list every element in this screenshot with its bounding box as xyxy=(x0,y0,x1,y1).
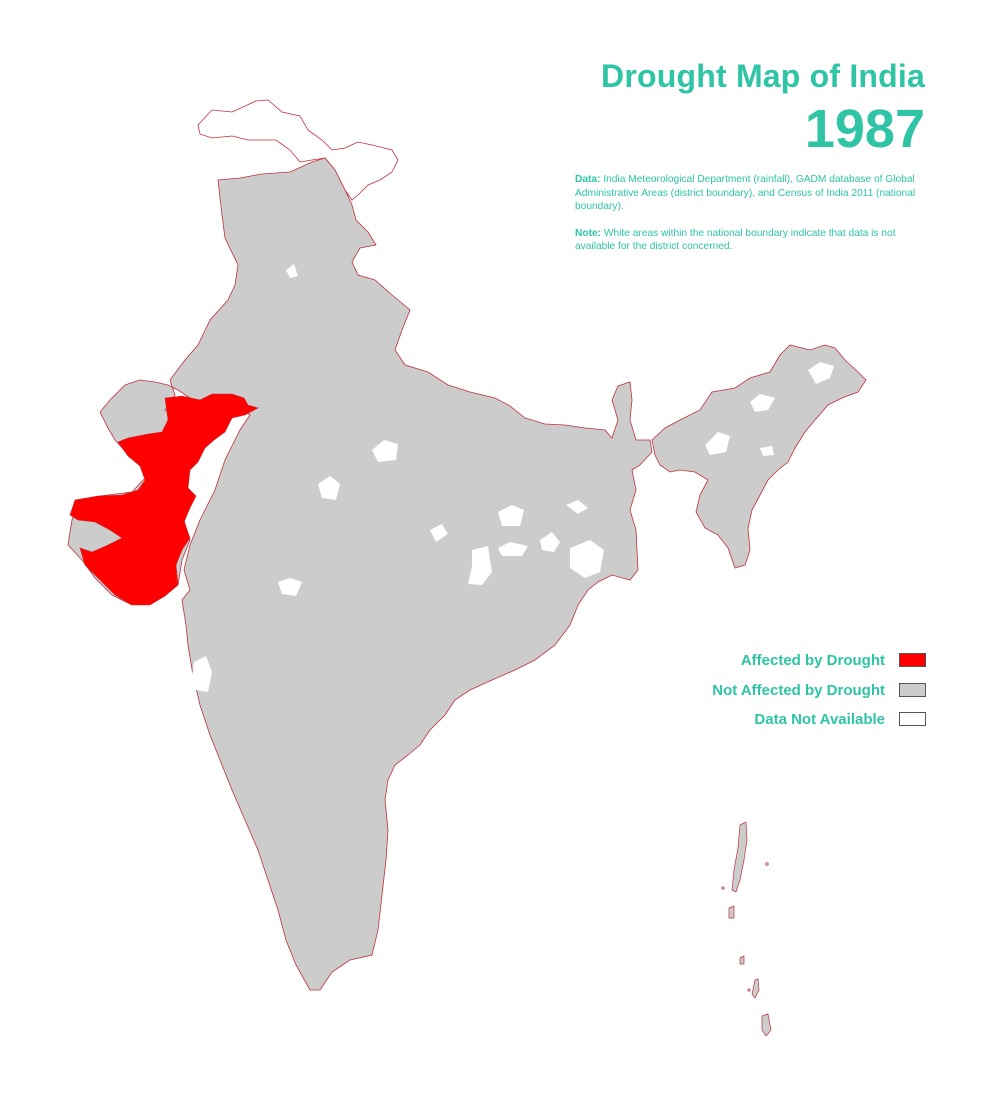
region-nodata-8 xyxy=(540,532,560,552)
legend-label-affected: Affected by Drought xyxy=(740,651,885,669)
data-text: India Meteorological Department (rainfal… xyxy=(575,174,916,212)
region-ne-nodata-4 xyxy=(760,446,774,456)
legend-item-no-data: Data Not Available xyxy=(754,710,926,728)
region-nodata-6 xyxy=(430,524,448,542)
region-ne-nodata-2 xyxy=(750,394,775,412)
region-andaman-nicobar xyxy=(721,821,772,1037)
region-nodata-12 xyxy=(192,656,212,692)
note-label: Note: xyxy=(575,227,602,239)
nodata-note: Note: White areas within the national bo… xyxy=(575,227,930,254)
region-kashmir xyxy=(197,99,399,201)
legend-swatch-no-data xyxy=(899,712,926,726)
legend-item-affected: Affected by Drought xyxy=(741,651,926,669)
region-nodata-3 xyxy=(318,476,340,500)
region-nodata-7 xyxy=(498,542,528,556)
source-notes: Data: India Meteorological Department (r… xyxy=(575,173,930,267)
region-northeast xyxy=(651,344,867,569)
region-ne-nodata-3 xyxy=(705,432,730,455)
legend-swatch-not-affected xyxy=(899,683,926,697)
data-label: Data: xyxy=(575,174,601,185)
region-nodata-4 xyxy=(498,505,524,526)
legend-label-not-affected: Not Affected by Drought xyxy=(712,681,885,699)
legend-item-not-affected: Not Affected by Drought xyxy=(712,681,926,699)
data-source-note: Data: India Meteorological Department (r… xyxy=(575,173,930,214)
region-nodata-9 xyxy=(468,546,492,585)
note-text: White areas within the national boundary… xyxy=(575,227,896,253)
region-nodata-11 xyxy=(278,578,302,596)
region-nodata-1 xyxy=(286,264,298,278)
region-nodata-5 xyxy=(566,500,588,514)
map-title: Drought Map of India xyxy=(601,58,925,94)
legend-swatch-affected xyxy=(899,653,926,667)
region-mainland xyxy=(67,157,653,991)
map-year: 1987 xyxy=(804,99,925,159)
legend-label-no-data: Data Not Available xyxy=(754,710,885,728)
region-nodata-2 xyxy=(372,440,398,462)
region-ne-nodata-1 xyxy=(808,362,834,384)
region-drought-affected xyxy=(69,393,259,606)
region-nodata-10 xyxy=(570,540,604,578)
